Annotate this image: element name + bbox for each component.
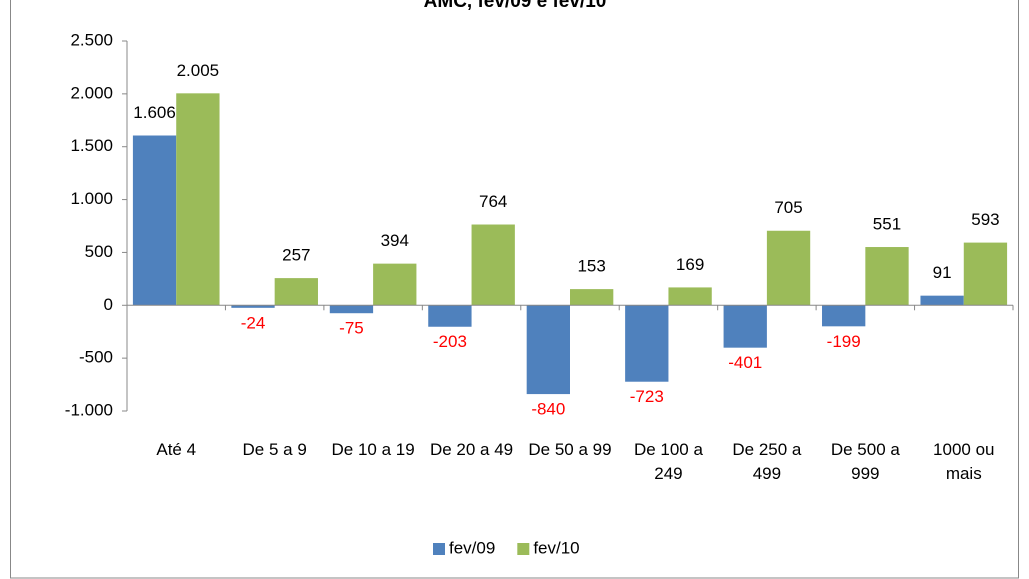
x-tick-label: De 500 a 999 bbox=[830, 440, 900, 483]
data-label: 91 bbox=[933, 263, 952, 282]
bar bbox=[822, 305, 866, 327]
x-tick-label: De 20 a 49 bbox=[429, 440, 514, 459]
data-label: 551 bbox=[873, 215, 901, 234]
bar bbox=[668, 287, 712, 306]
data-label: -401 bbox=[728, 353, 762, 372]
bar bbox=[570, 289, 614, 306]
x-tick-label: De 100 a 249 bbox=[633, 440, 703, 483]
data-label: 394 bbox=[381, 231, 409, 250]
x-tick-label: De 5 a 9 bbox=[242, 440, 307, 459]
data-label: -840 bbox=[531, 400, 565, 419]
data-label: 764 bbox=[479, 192, 507, 211]
legend-label: fev/09 bbox=[449, 538, 495, 557]
x-tick-label: De 250 a 499 bbox=[732, 440, 802, 483]
bar bbox=[723, 305, 767, 348]
bar bbox=[865, 247, 909, 306]
x-tick-label: De 50 a 99 bbox=[528, 440, 612, 459]
bar bbox=[963, 242, 1008, 306]
x-tick-label: Até 4 bbox=[156, 440, 197, 459]
data-label: 257 bbox=[282, 246, 310, 265]
x-tick-label: De 10 a 19 bbox=[331, 440, 415, 459]
data-label: -24 bbox=[241, 313, 266, 332]
chart-border bbox=[10, 0, 1019, 579]
bar bbox=[471, 224, 515, 306]
data-label: -199 bbox=[827, 332, 861, 351]
legend-swatch bbox=[517, 543, 530, 555]
bar bbox=[428, 305, 472, 327]
y-tick-label: 2.500 bbox=[70, 30, 113, 49]
y-tick-label: 500 bbox=[85, 242, 113, 261]
y-tick-label: 1.500 bbox=[70, 136, 113, 155]
data-label: 153 bbox=[577, 257, 605, 276]
bar bbox=[274, 278, 318, 306]
bar bbox=[329, 305, 374, 314]
bar bbox=[766, 230, 811, 306]
data-label: 169 bbox=[676, 255, 704, 274]
y-tick-label: 1.000 bbox=[70, 189, 113, 208]
legend-label: fev/10 bbox=[533, 538, 579, 557]
data-label: -723 bbox=[630, 387, 664, 406]
bar bbox=[176, 93, 220, 306]
bar bbox=[132, 135, 177, 306]
bar bbox=[231, 305, 275, 308]
bar bbox=[526, 305, 570, 395]
y-tick-label: 2.000 bbox=[70, 83, 113, 102]
bar bbox=[373, 263, 417, 306]
data-label: 593 bbox=[971, 210, 999, 229]
x-tick-label: 1000 ou mais bbox=[933, 440, 995, 483]
data-label: 2.005 bbox=[177, 61, 220, 80]
data-label: 1.606 bbox=[133, 103, 176, 122]
y-tick-label: -1.000 bbox=[65, 400, 113, 419]
y-tick-label: 0 bbox=[104, 295, 113, 314]
bar bbox=[920, 295, 964, 306]
data-label: -75 bbox=[339, 319, 364, 338]
data-label: -203 bbox=[433, 332, 467, 351]
chart-title: AMC, fev/09 e fev/10 bbox=[424, 0, 607, 12]
legend-swatch bbox=[433, 543, 445, 555]
bar bbox=[625, 305, 669, 382]
y-tick-label: -500 bbox=[79, 348, 113, 367]
data-label: 705 bbox=[774, 198, 802, 217]
